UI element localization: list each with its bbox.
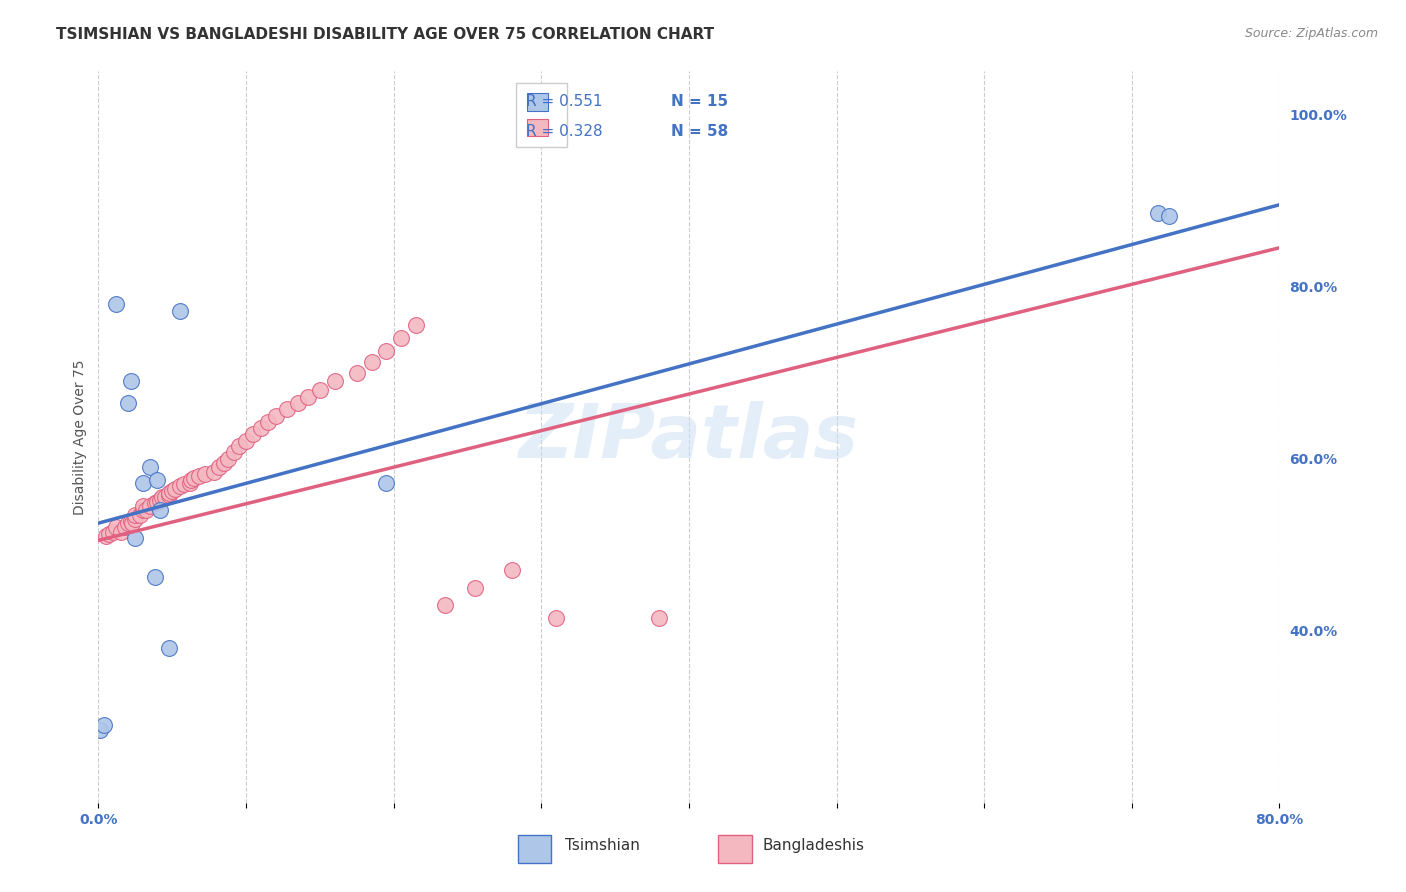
Point (180, 473, 202, 487)
Point (120, 514, 142, 528)
Point (97, 527, 120, 541)
Point (405, 318, 427, 333)
Point (103, 524, 125, 539)
Point (217, 451, 239, 466)
Text: R = 0.328: R = 0.328 (526, 124, 603, 139)
Point (120, 374, 142, 388)
Point (143, 496, 166, 510)
Point (202, 465, 225, 479)
Text: R = 0.551: R = 0.551 (526, 95, 602, 110)
Text: N = 15: N = 15 (671, 95, 728, 110)
Point (179, 475, 201, 490)
Point (132, 503, 155, 517)
Point (146, 473, 169, 487)
Point (208, 460, 231, 475)
Point (93, 718, 115, 732)
Point (135, 503, 157, 517)
Point (121, 516, 143, 530)
Point (228, 439, 250, 453)
Point (89, 723, 111, 737)
Point (434, 598, 457, 612)
Text: Tsimshian: Tsimshian (565, 838, 640, 854)
Point (146, 494, 169, 508)
Point (150, 491, 173, 505)
Point (165, 482, 187, 496)
Text: ZIPatlas: ZIPatlas (519, 401, 859, 474)
Point (276, 401, 298, 416)
Point (173, 477, 195, 491)
Point (360, 355, 382, 369)
Point (117, 516, 139, 530)
Point (153, 491, 176, 505)
Point (546, 611, 568, 625)
Text: TSIMSHIAN VS BANGLADESHI DISABILITY AGE OVER 75 CORRELATION CHART: TSIMSHIAN VS BANGLADESHI DISABILITY AGE … (56, 27, 714, 42)
Point (117, 395, 139, 409)
Point (157, 640, 180, 655)
Point (242, 427, 264, 442)
Point (162, 484, 183, 499)
Point (264, 409, 287, 423)
Point (183, 470, 205, 484)
Point (224, 444, 246, 458)
Point (389, 331, 412, 345)
Point (464, 581, 486, 595)
Point (346, 366, 368, 380)
Point (375, 475, 398, 490)
Point (157, 486, 180, 500)
Point (94, 529, 117, 543)
Point (105, 296, 128, 310)
Point (149, 503, 172, 517)
Text: Bangladeshis: Bangladeshis (762, 838, 865, 854)
Text: Source: ZipAtlas.com: Source: ZipAtlas.com (1244, 27, 1378, 40)
Point (143, 570, 166, 584)
Point (169, 479, 191, 493)
Point (235, 434, 257, 449)
Point (1157, 209, 1180, 223)
Point (297, 390, 319, 404)
Point (187, 468, 209, 483)
FancyBboxPatch shape (718, 835, 752, 863)
Point (212, 456, 235, 470)
Y-axis label: Disability Age Over 75: Disability Age Over 75 (73, 359, 87, 515)
Point (124, 512, 146, 526)
Point (124, 531, 146, 545)
Point (132, 499, 155, 513)
Text: N = 58: N = 58 (671, 124, 728, 139)
Point (1147, 206, 1170, 220)
Point (169, 303, 191, 318)
Point (648, 611, 671, 625)
Point (139, 460, 162, 475)
Point (105, 520, 128, 534)
Point (124, 508, 146, 522)
Point (287, 395, 309, 409)
Point (149, 492, 172, 507)
Point (309, 383, 332, 397)
Point (110, 524, 132, 539)
Point (257, 416, 280, 430)
Point (157, 488, 180, 502)
Point (114, 520, 136, 534)
FancyBboxPatch shape (517, 835, 551, 863)
Point (128, 508, 150, 522)
Point (139, 499, 162, 513)
Point (132, 475, 155, 490)
Point (194, 467, 217, 481)
Point (250, 421, 273, 435)
Legend: , : , (516, 83, 567, 147)
Point (375, 344, 398, 359)
Point (323, 374, 346, 388)
Point (501, 564, 523, 578)
